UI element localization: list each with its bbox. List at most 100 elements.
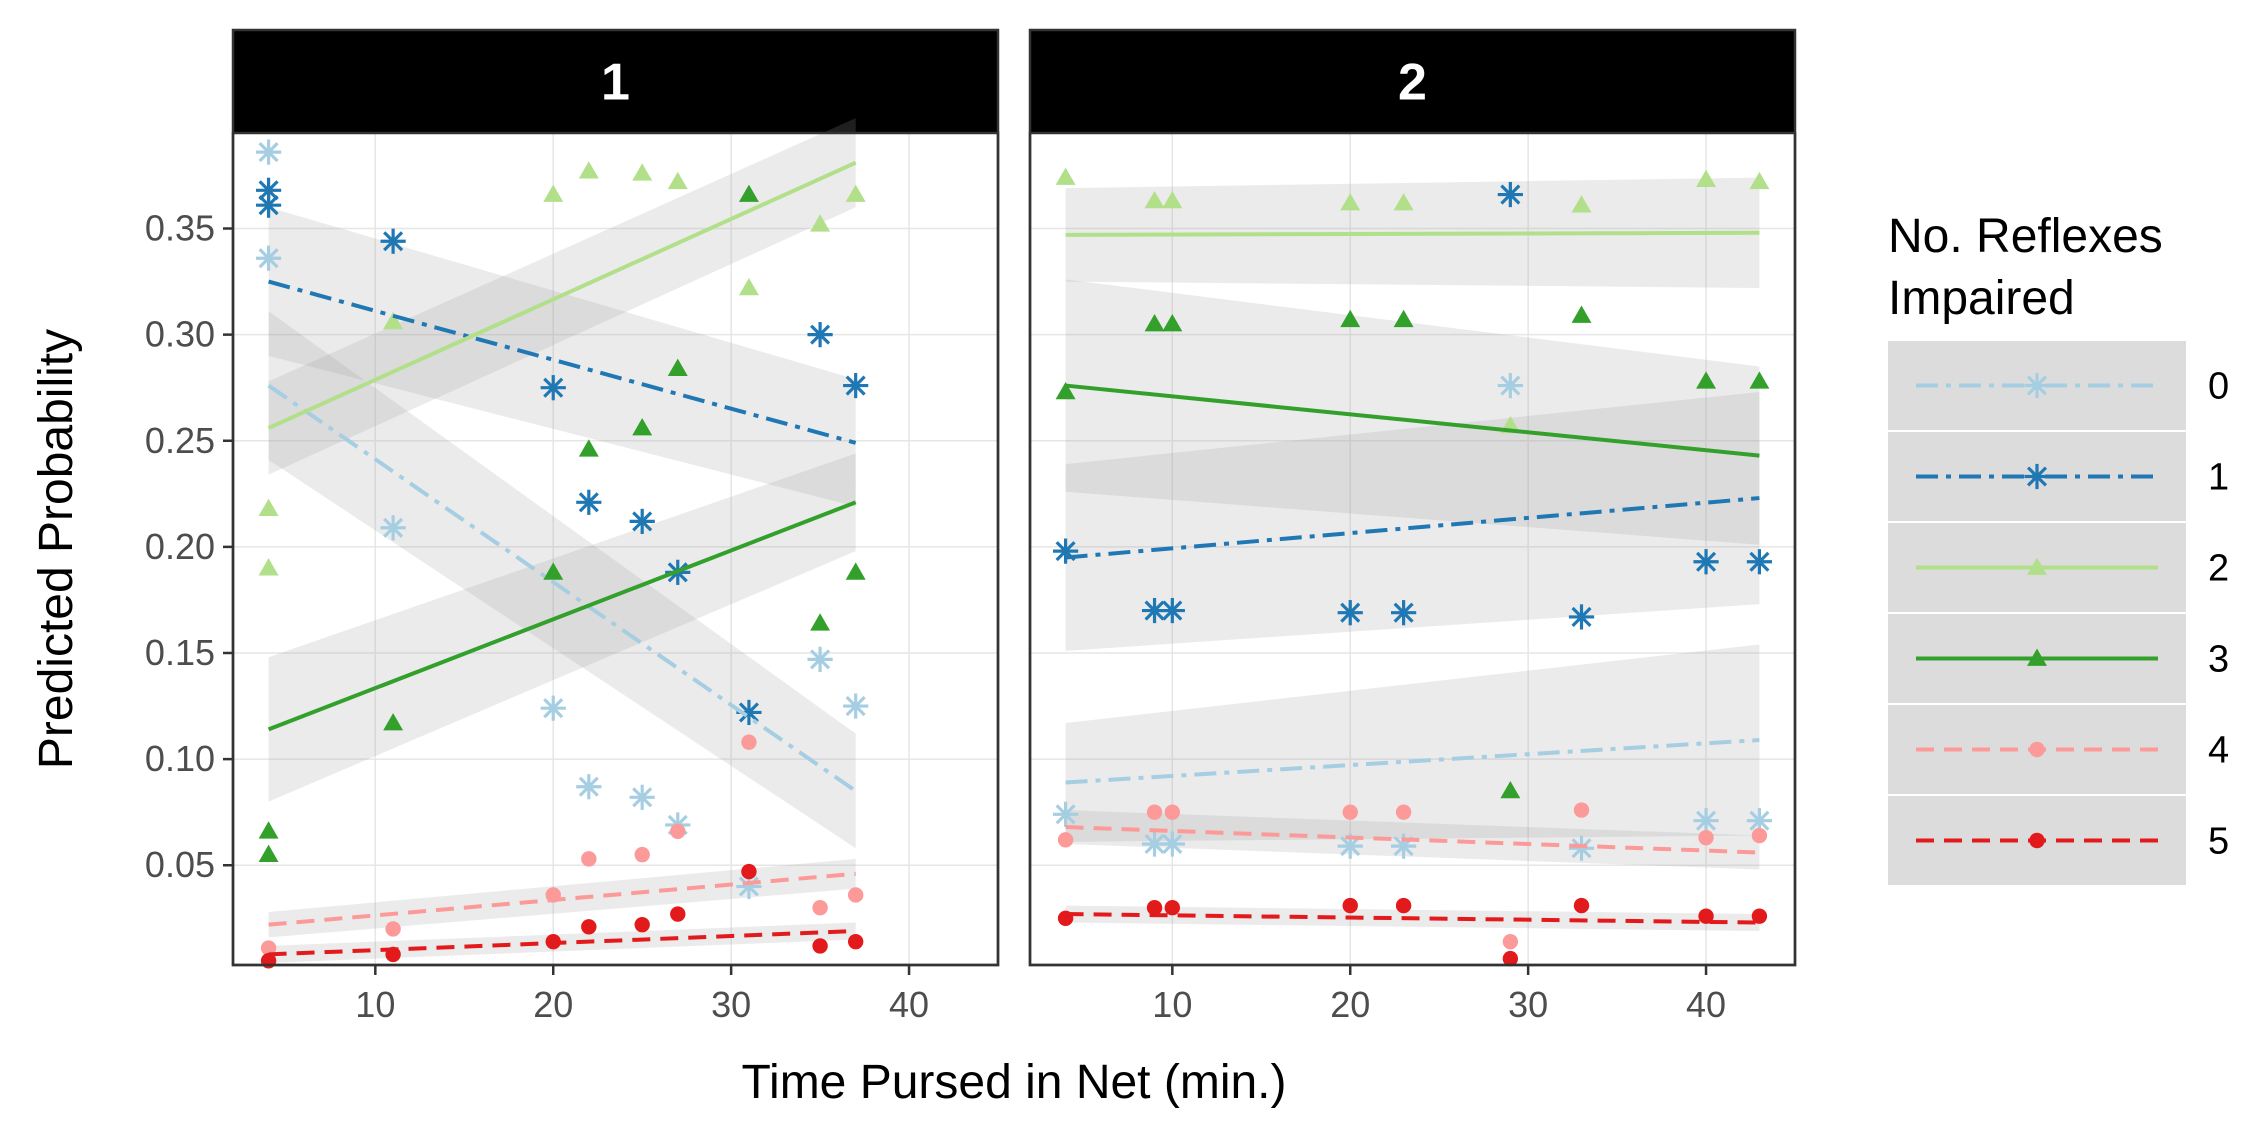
data-point-1-ray: [845, 375, 866, 396]
data-point-1-ray: [578, 492, 599, 513]
y-tick-label: 0.10: [145, 738, 215, 779]
fit-line-5: [1065, 912, 1760, 925]
data-point-5: [741, 863, 757, 880]
data-point-4-dot: [1164, 804, 1181, 820]
data-point-1-ray: [1749, 551, 1770, 572]
legend-label: 2: [2208, 548, 2229, 590]
data-point-2: [383, 311, 404, 330]
confidence-band-0: [268, 311, 856, 849]
legend-title-line-1: No. Reflexes: [1888, 210, 2163, 263]
data-point-4-dot: [385, 921, 401, 937]
data-point-5: [1751, 908, 1768, 924]
x-tick-label: 10: [1152, 984, 1192, 1025]
data-point-0-ray: [1571, 838, 1592, 859]
x-tick-label: 40: [1686, 984, 1726, 1025]
data-point-4: [1395, 804, 1412, 820]
data-point-4-dot: [1698, 829, 1714, 846]
x-tick-label: 10: [355, 984, 395, 1025]
y-tick-label: 0.05: [145, 844, 215, 885]
data-point-0: [807, 646, 833, 672]
fit-line-3: [1065, 383, 1760, 458]
fit-line-3: [267, 500, 857, 732]
data-point-5: [670, 906, 686, 922]
data-point-2-tri: [578, 161, 599, 179]
data-point-1-ray: [543, 377, 564, 398]
data-point-5: [581, 919, 597, 935]
data-point-0-ray: [578, 776, 599, 797]
data-point-0-ray: [383, 517, 404, 538]
data-point-4: [1342, 804, 1358, 820]
data-point-2: [738, 277, 759, 296]
data-point-5-dot: [1502, 950, 1519, 967]
data-point-0: [1497, 372, 1523, 399]
data-point-3: [578, 439, 599, 457]
data-point-3: [1144, 314, 1165, 332]
data-point-2-tri: [383, 311, 404, 330]
data-point-4: [1057, 832, 1074, 848]
data-point-5-dot: [847, 933, 864, 950]
data-point-4-dot: [581, 851, 597, 867]
data-point-0-ray: [845, 696, 866, 717]
data-point-4-dot: [1751, 827, 1768, 844]
x-tick-label: 40: [889, 984, 929, 1025]
data-point-2-tri: [1696, 169, 1717, 188]
data-point-4: [1164, 804, 1181, 820]
data-point-4-dot: [1502, 933, 1519, 950]
data-point-0-ray: [1500, 375, 1521, 396]
data-point-1: [255, 192, 282, 218]
confidence-band-3: [268, 453, 856, 802]
data-point-1-ray: [1055, 541, 1076, 562]
data-point-3-tri: [578, 439, 599, 457]
data-point-0: [255, 139, 282, 165]
data-point-4: [385, 921, 401, 937]
legend-item-2: 2: [1888, 523, 2229, 612]
data-point-1-ray: [1340, 602, 1361, 623]
data-point-3: [667, 358, 688, 376]
legend-key-marker: [2029, 832, 2045, 849]
fit-line-5: [268, 929, 856, 957]
data-point-2: [1055, 167, 1076, 185]
data-point-1-ray: [1696, 551, 1717, 572]
data-point-2: [543, 184, 564, 202]
data-point-1-ray: [1144, 600, 1165, 621]
data-point-3-tri: [1340, 309, 1361, 328]
y-tick-label: 0.35: [145, 208, 215, 249]
data-point-4: [1698, 829, 1714, 846]
data-point-2-tri: [543, 184, 564, 202]
data-point-4-dot: [670, 823, 686, 839]
data-point-1: [1568, 604, 1595, 630]
data-point-0-ray: [1162, 833, 1183, 855]
panel-strip: [233, 30, 998, 133]
data-point-5-dot: [670, 906, 686, 922]
data-point-0: [1693, 808, 1719, 834]
data-point-3: [1571, 305, 1592, 323]
data-point-5-dot: [581, 919, 597, 935]
fit-line-4: [268, 871, 856, 927]
data-point-5: [1573, 897, 1590, 914]
data-point-1-ray: [383, 231, 404, 252]
data-point-1: [1693, 549, 1719, 575]
data-point-5: [847, 933, 864, 950]
x-tick-label: 30: [1508, 984, 1548, 1025]
legend-item-3: 3: [1888, 614, 2229, 703]
fit-line-0: [267, 383, 857, 793]
legend-item-4: 4: [1888, 705, 2229, 794]
data-point-4-dot: [1146, 804, 1163, 820]
data-point-2: [810, 214, 831, 232]
legend-title-line-2: Impaired: [1888, 272, 2075, 325]
data-point-5: [634, 916, 650, 933]
data-point-3: [632, 418, 653, 436]
legend-key-marker-dot: [2029, 741, 2045, 758]
data-point-3: [1340, 309, 1361, 328]
data-point-3: [258, 844, 279, 862]
data-point-4-dot: [812, 899, 828, 916]
data-point-5: [812, 938, 828, 954]
legend-key-marker: [2024, 463, 2050, 490]
data-point-2-tri: [1144, 190, 1165, 209]
data-point-4: [812, 899, 828, 916]
data-point-3: [810, 613, 831, 631]
data-point-2-tri: [258, 498, 279, 517]
data-point-2: [578, 161, 599, 179]
data-point-2-tri: [667, 171, 688, 190]
